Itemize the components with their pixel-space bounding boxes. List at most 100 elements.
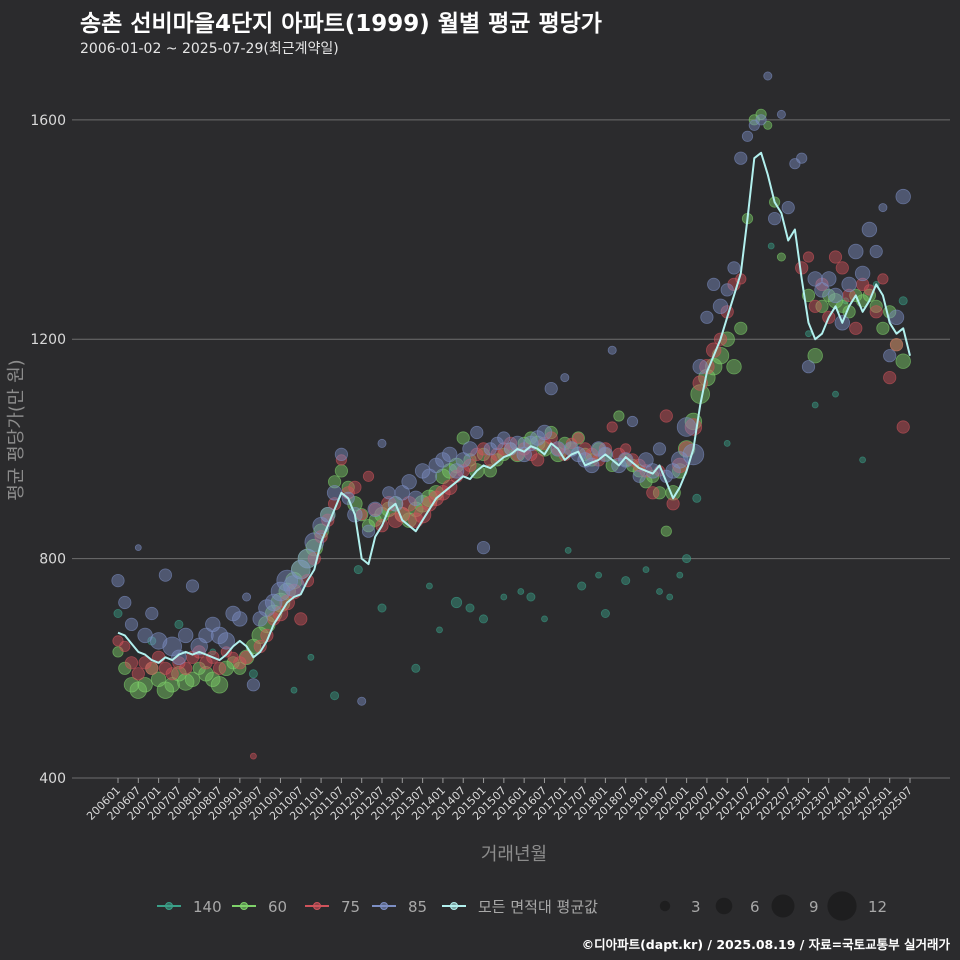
data-point (626, 415, 639, 428)
data-point (656, 588, 663, 595)
data-point (455, 452, 471, 468)
data-point (368, 513, 382, 527)
data-point (869, 305, 883, 319)
data-point (361, 524, 376, 538)
legend-item-140: 140 (157, 898, 222, 916)
data-point (290, 559, 311, 580)
data-point (353, 565, 363, 575)
data-point (802, 251, 815, 263)
data-point (118, 661, 132, 675)
data-point (835, 261, 849, 275)
data-point (503, 436, 518, 450)
data-point (854, 265, 871, 282)
size-legend-label: 12 (868, 898, 887, 916)
data-point (490, 447, 504, 461)
data-point (158, 661, 172, 675)
data-point (436, 626, 443, 634)
data-point (876, 321, 890, 335)
size-legend-circle (715, 897, 733, 915)
data-point (177, 627, 194, 644)
legend-marker (240, 902, 248, 910)
data-point (124, 617, 139, 632)
chart-title: 송촌 선비마을4단지 아파트(1999) 월별 평균 평당가 (80, 11, 602, 37)
data-point (330, 691, 340, 701)
data-point (278, 582, 296, 601)
data-point (618, 452, 634, 468)
data-point (248, 669, 258, 679)
legend-label: 85 (408, 898, 427, 916)
data-point (796, 152, 808, 164)
data-point (811, 401, 819, 409)
data-point (476, 447, 491, 461)
size-legend-item: 3 (659, 898, 701, 916)
data-point (720, 283, 734, 297)
size-legend-item: 9 (771, 894, 819, 918)
data-point (524, 447, 538, 461)
data-point (150, 671, 167, 688)
y-tick-label: 1200 (30, 332, 66, 348)
data-point (849, 321, 863, 335)
data-point (297, 548, 318, 569)
average-line (117, 151, 911, 664)
data-point (470, 425, 484, 440)
data-point (889, 338, 904, 352)
data-point (408, 490, 424, 507)
data-point (356, 509, 368, 521)
data-point (828, 250, 843, 264)
data-point (776, 252, 786, 262)
data-point (425, 582, 433, 590)
data-point (642, 566, 650, 573)
data-point (741, 130, 754, 142)
data-point (638, 452, 654, 468)
data-point (815, 299, 829, 313)
data-point (848, 243, 864, 260)
data-point (595, 571, 602, 579)
data-point (577, 581, 587, 591)
data-point (666, 593, 674, 601)
data-point (734, 321, 748, 335)
data-point (841, 276, 857, 293)
data-point (124, 656, 139, 670)
legend-marker (313, 902, 321, 910)
data-point (776, 109, 786, 119)
data-point (465, 603, 475, 613)
data-point (767, 242, 775, 250)
data-point (476, 540, 491, 555)
grid-lines (72, 119, 950, 779)
data-point (265, 593, 283, 612)
data-point (807, 348, 823, 364)
size-legend-circle (827, 891, 857, 921)
data-point (483, 442, 497, 456)
data-point (212, 661, 227, 675)
data-point (252, 611, 268, 627)
size-legend-circle (659, 900, 671, 912)
data-point (676, 571, 684, 579)
data-point (671, 451, 689, 469)
data-point (814, 282, 830, 298)
legend-label: 모든 면적대 평균값 (478, 898, 598, 916)
data-point (334, 464, 348, 478)
data-point (896, 420, 910, 434)
size-legend-label: 3 (691, 898, 701, 916)
data-point (763, 120, 773, 130)
data-point (165, 667, 179, 681)
data-point (199, 656, 213, 670)
data-point (394, 485, 411, 501)
data-point (888, 309, 905, 326)
series-140 (113, 242, 908, 701)
size-legend-item: 6 (715, 897, 760, 916)
data-point (232, 611, 248, 627)
data-point (357, 696, 367, 706)
data-point (258, 599, 276, 617)
data-point (162, 636, 183, 657)
legend: 140 60 75 85 모든 면적대 평균값 3 6 9 12 (157, 891, 887, 921)
data-point (707, 277, 721, 291)
data-point (524, 431, 538, 445)
data-point (401, 474, 417, 490)
data-point (869, 299, 883, 313)
data-point (712, 298, 729, 315)
data-point (470, 447, 484, 461)
data-point (290, 686, 298, 694)
data-point (550, 446, 566, 463)
data-point (335, 454, 347, 466)
